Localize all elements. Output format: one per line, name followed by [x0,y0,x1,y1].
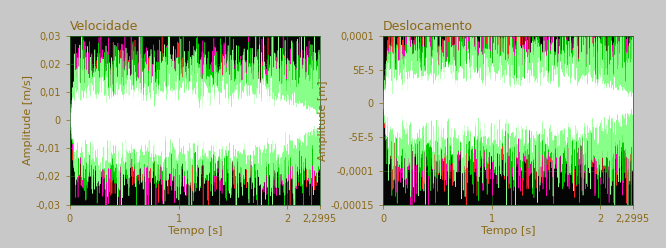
Text: Velocidade: Velocidade [70,20,139,33]
Y-axis label: Amplitude [m/s]: Amplitude [m/s] [23,75,33,165]
X-axis label: Tempo [s]: Tempo [s] [168,226,222,236]
Text: Deslocamento: Deslocamento [383,20,473,33]
X-axis label: Tempo [s]: Tempo [s] [481,226,535,236]
Y-axis label: Amplitude [m]: Amplitude [m] [318,80,328,160]
